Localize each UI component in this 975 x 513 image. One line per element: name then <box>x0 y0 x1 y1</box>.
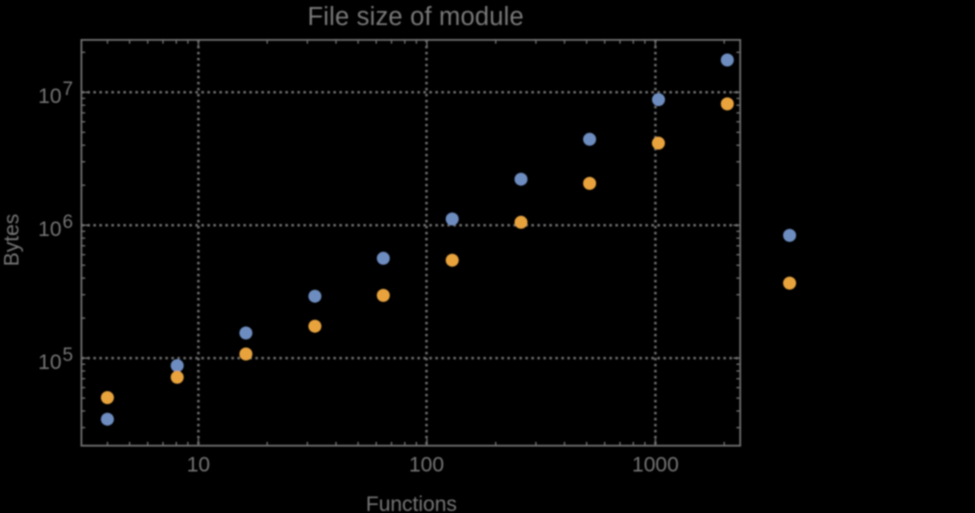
svg-text:File size of module: File size of module <box>307 3 523 31</box>
svg-text:10: 10 <box>38 351 61 374</box>
svg-text:10: 10 <box>38 218 61 241</box>
svg-text:10: 10 <box>187 454 210 477</box>
svg-text:10: 10 <box>38 85 61 108</box>
svg-text:1000: 1000 <box>632 454 679 477</box>
svg-text:6: 6 <box>63 212 74 233</box>
svg-text:5: 5 <box>63 345 74 366</box>
svg-text:7: 7 <box>63 79 74 100</box>
svg-text:Bytes: Bytes <box>1 214 24 267</box>
svg-text:Functions: Functions <box>366 493 457 513</box>
svg-text:100: 100 <box>409 454 444 477</box>
